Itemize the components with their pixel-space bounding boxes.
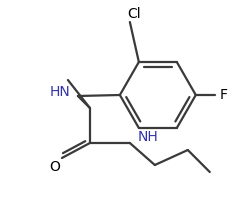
Text: NH: NH <box>137 130 158 144</box>
Text: O: O <box>49 160 60 174</box>
Text: HN: HN <box>49 85 70 99</box>
Text: Cl: Cl <box>126 7 140 21</box>
Text: F: F <box>219 88 227 102</box>
